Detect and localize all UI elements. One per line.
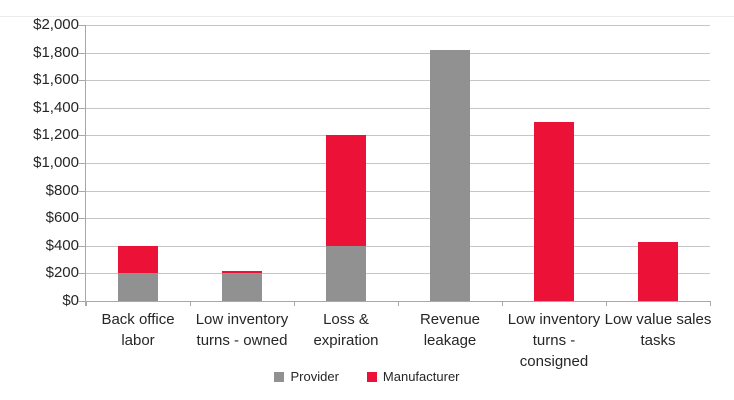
y-axis-tick (78, 163, 86, 164)
x-axis-tick (86, 301, 87, 306)
bar-segment-provider-revenue-leakage (430, 49, 470, 301)
plot-area (78, 25, 711, 306)
y-axis-tick-label: $2,000 (33, 16, 79, 33)
y-axis-tick-label: $600 (45, 209, 79, 226)
gridline (86, 80, 710, 81)
gridline (86, 108, 710, 109)
y-axis-tick (78, 108, 86, 109)
legend-swatch-manufacturer (366, 371, 377, 382)
bar-segment-manufacturer-low-inventory-turns-owned (222, 270, 262, 274)
y-axis-tick-label: $1,800 (33, 44, 79, 61)
y-axis-tick (78, 25, 86, 26)
y-axis-tick-label: $1,000 (33, 154, 79, 171)
legend-item-manufacturer: Manufacturer (366, 369, 460, 384)
gridline (86, 191, 710, 192)
x-axis-category-label: Low inventory turns - consigned (507, 311, 601, 370)
bar-segment-provider-low-inventory-turns-owned (222, 273, 262, 301)
bar-segment-manufacturer-back-office-labor (118, 245, 158, 274)
gridline (86, 218, 710, 219)
bar-segment-provider-loss-expiration (326, 245, 366, 301)
x-axis-tick (502, 301, 503, 306)
y-axis-tick (78, 80, 86, 81)
y-axis-tick (78, 301, 86, 302)
y-axis-tick (78, 53, 86, 54)
y-axis-tick (78, 273, 86, 274)
y-axis-tick (78, 246, 86, 247)
bar-segment-manufacturer-low-value-sales-tasks (638, 242, 678, 301)
x-axis-tick (190, 301, 191, 306)
legend-label: Manufacturer (382, 369, 460, 384)
gridline (86, 53, 710, 54)
x-axis-category-label: Back office labor (101, 311, 175, 349)
legend: Provider Manufacturer (0, 369, 734, 384)
gridline (86, 25, 710, 26)
y-axis-labels: $2,000 $1,800 $1,600 $1,400 $1,200 $1,000 $800… (0, 17, 79, 309)
y-axis-tick-label: $400 (45, 237, 79, 254)
x-axis-tick (606, 301, 607, 306)
gridline (86, 135, 710, 136)
y-axis-tick (78, 218, 86, 219)
gridline (86, 273, 710, 274)
y-axis-tick-label: $1,200 (33, 126, 79, 143)
bar-segment-manufacturer-loss-expiration (326, 135, 366, 246)
x-axis-category-label: Loss & expiration (313, 311, 379, 349)
x-axis-labels: Back office labor Low inventory turns - o… (86, 309, 711, 375)
chart-top-border (0, 16, 734, 17)
x-axis-tick (398, 301, 399, 306)
bar-segment-manufacturer-low-inventory-turns-consigned (534, 121, 574, 301)
y-axis-tick (78, 191, 86, 192)
bar-segment-provider-back-office-labor (118, 273, 158, 301)
legend-item-provider: Provider (274, 369, 339, 384)
y-axis-tick-label: $0 (62, 292, 79, 309)
y-axis-tick-label: $200 (45, 264, 79, 281)
y-axis-tick-label: $1,600 (33, 71, 79, 88)
gridline (86, 246, 710, 247)
y-axis-tick-label: $800 (45, 182, 79, 199)
legend-label: Provider (290, 369, 339, 384)
legend-swatch-provider (274, 371, 285, 382)
x-axis-tick (710, 301, 711, 306)
y-axis-tick-label: $1,400 (33, 99, 79, 116)
y-axis-line (85, 25, 86, 306)
gridline (86, 163, 710, 164)
y-axis-tick (78, 135, 86, 136)
x-axis-category-label: Revenue leakage (419, 311, 481, 349)
x-axis-tick (294, 301, 295, 306)
x-axis-category-label: Low inventory turns - owned (195, 311, 289, 349)
x-axis-category-label: Low value sales tasks (604, 311, 712, 349)
